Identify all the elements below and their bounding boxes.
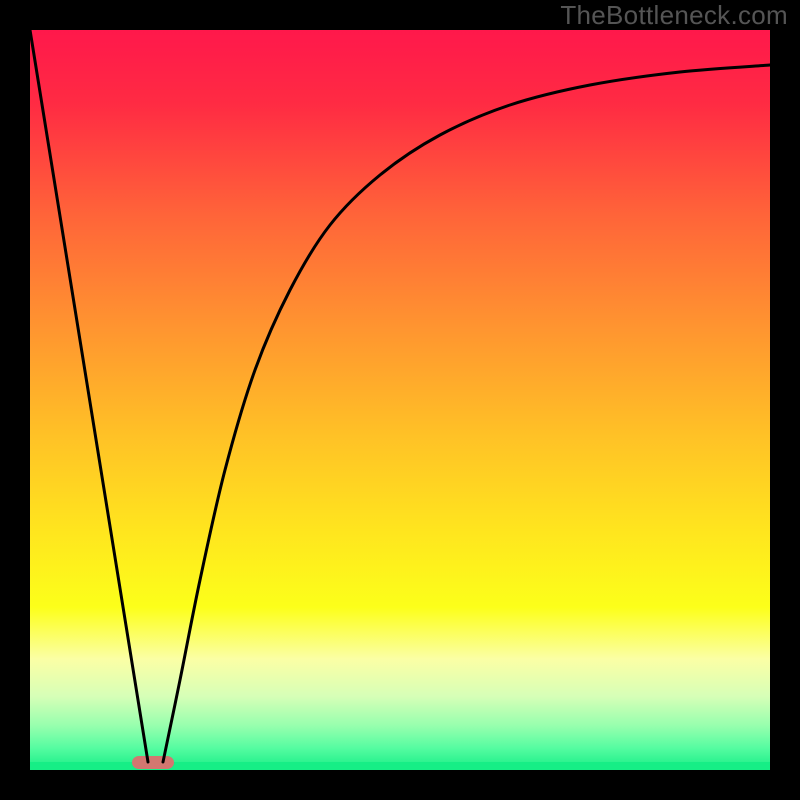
bottleneck-chart <box>0 0 800 800</box>
watermark-text: TheBottleneck.com <box>560 0 788 31</box>
root-container: TheBottleneck.com <box>0 0 800 800</box>
